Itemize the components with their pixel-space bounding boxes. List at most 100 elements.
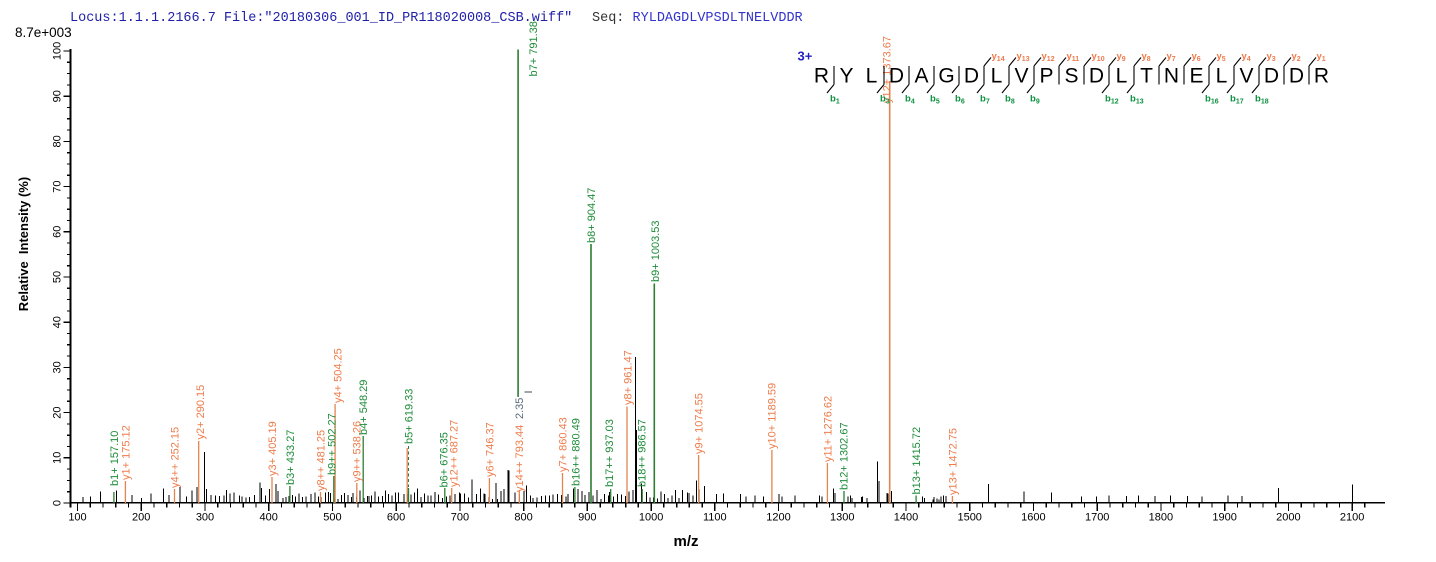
svg-text:V: V bbox=[1239, 65, 1253, 88]
svg-text:y4+ 504.25: y4+ 504.25 bbox=[332, 348, 344, 403]
svg-text:y8++ 481.25: y8++ 481.25 bbox=[315, 430, 327, 491]
svg-text:40: 40 bbox=[52, 316, 64, 328]
svg-text:G: G bbox=[938, 65, 954, 88]
svg-text:30: 30 bbox=[52, 361, 64, 373]
svg-text:b9+ 1003.53: b9+ 1003.53 bbox=[650, 221, 662, 282]
svg-text:y2: y2 bbox=[1292, 51, 1301, 63]
svg-text:Relative Intensity (%): Relative Intensity (%) bbox=[16, 177, 31, 311]
svg-text:L: L bbox=[1216, 65, 1228, 88]
svg-text:L: L bbox=[991, 65, 1003, 88]
svg-text:1400: 1400 bbox=[894, 512, 918, 524]
svg-text:b8+ 904.47: b8+ 904.47 bbox=[586, 188, 598, 243]
svg-text:3+: 3+ bbox=[798, 49, 813, 64]
svg-text:b16: b16 bbox=[1205, 94, 1219, 106]
svg-text:y3: y3 bbox=[1267, 51, 1276, 63]
svg-text:8.7e+003: 8.7e+003 bbox=[15, 25, 72, 40]
svg-text:b1+ 157.10: b1+ 157.10 bbox=[109, 431, 121, 486]
svg-text:600: 600 bbox=[387, 512, 405, 524]
svg-text:2000: 2000 bbox=[1276, 512, 1300, 524]
svg-text:400: 400 bbox=[260, 512, 278, 524]
svg-text:b5+ 619.33: b5+ 619.33 bbox=[404, 389, 416, 444]
svg-text:Seq: RYLDAGDLVPSDLTNELVDDR: Seq: RYLDAGDLVPSDLTNELVDDR bbox=[592, 11, 803, 26]
svg-text:b13+ 1415.72: b13+ 1415.72 bbox=[911, 427, 923, 495]
svg-text:100: 100 bbox=[52, 42, 64, 60]
svg-text:y12+ 1373.67: y12+ 1373.67 bbox=[881, 36, 893, 103]
svg-text:b17++ 937.03: b17++ 937.03 bbox=[604, 419, 616, 487]
svg-text:y14++ 793.44: y14++ 793.44 bbox=[514, 425, 526, 492]
svg-text:y8+ 961.47: y8+ 961.47 bbox=[623, 350, 635, 405]
svg-text:T: T bbox=[1140, 65, 1153, 88]
svg-text:D: D bbox=[964, 65, 979, 88]
svg-text:y5: y5 bbox=[1217, 51, 1226, 63]
svg-text:100: 100 bbox=[68, 512, 86, 524]
svg-text:y4: y4 bbox=[1242, 51, 1251, 63]
svg-text:b7: b7 bbox=[980, 94, 990, 106]
svg-text:Y: Y bbox=[839, 65, 853, 88]
svg-text:900: 900 bbox=[578, 512, 596, 524]
svg-text:b3+ 433.27: b3+ 433.27 bbox=[285, 430, 297, 485]
svg-text:L: L bbox=[1116, 65, 1128, 88]
svg-text:1500: 1500 bbox=[957, 512, 981, 524]
svg-text:1800: 1800 bbox=[1149, 512, 1173, 524]
svg-text:70: 70 bbox=[52, 180, 64, 192]
svg-text:y12: y12 bbox=[1042, 51, 1055, 63]
svg-text:1000: 1000 bbox=[639, 512, 663, 524]
svg-text:b5: b5 bbox=[930, 94, 940, 106]
svg-text:y7+ 860.43: y7+ 860.43 bbox=[557, 417, 569, 472]
svg-text:1100: 1100 bbox=[703, 512, 727, 524]
svg-text:b9: b9 bbox=[1030, 94, 1040, 106]
svg-text:S: S bbox=[1064, 65, 1078, 88]
svg-text:Locus:1.1.1.2166.7 File:"20180: Locus:1.1.1.2166.7 File:"20180306_001_ID… bbox=[70, 11, 572, 26]
svg-text:b9++ 502.27: b9++ 502.27 bbox=[326, 413, 338, 475]
svg-text:y1+ 175.12: y1+ 175.12 bbox=[120, 425, 132, 480]
svg-text:90: 90 bbox=[52, 90, 64, 102]
svg-text:y10: y10 bbox=[1092, 51, 1105, 63]
svg-text:D: D bbox=[889, 65, 904, 88]
svg-text:b16++ 880.49: b16++ 880.49 bbox=[570, 418, 582, 486]
svg-text:b3: b3 bbox=[880, 94, 890, 106]
svg-text:y13: y13 bbox=[1017, 51, 1030, 63]
svg-text:0: 0 bbox=[52, 500, 64, 506]
svg-text:D: D bbox=[1264, 65, 1279, 88]
svg-text:700: 700 bbox=[451, 512, 469, 524]
svg-text:y2+ 290.15: y2+ 290.15 bbox=[195, 385, 207, 440]
svg-text:b12: b12 bbox=[1105, 94, 1119, 106]
svg-text:L: L bbox=[866, 65, 878, 88]
svg-text:m/z: m/z bbox=[673, 533, 698, 550]
svg-text:y13+ 1472.75: y13+ 1472.75 bbox=[947, 428, 959, 495]
svg-text:y10+ 1189.59: y10+ 1189.59 bbox=[766, 383, 778, 449]
svg-text:y11+ 1276.62: y11+ 1276.62 bbox=[822, 396, 834, 462]
svg-text:b12+ 1302.67: b12+ 1302.67 bbox=[839, 422, 851, 490]
svg-text:y7: y7 bbox=[1167, 51, 1176, 63]
svg-text:b1: b1 bbox=[830, 94, 840, 106]
svg-text:y9: y9 bbox=[1117, 51, 1126, 63]
svg-text:1600: 1600 bbox=[1021, 512, 1045, 524]
svg-text:N: N bbox=[1164, 65, 1179, 88]
svg-text:b8: b8 bbox=[1005, 94, 1015, 106]
svg-text:10: 10 bbox=[52, 452, 64, 464]
svg-text:800: 800 bbox=[514, 512, 532, 524]
svg-text:V: V bbox=[1014, 65, 1028, 88]
svg-text:b13: b13 bbox=[1130, 94, 1144, 106]
svg-text:y8: y8 bbox=[1142, 51, 1151, 63]
svg-text:D: D bbox=[1089, 65, 1104, 88]
svg-text:1700: 1700 bbox=[1085, 512, 1109, 524]
svg-text:y3+ 405.19: y3+ 405.19 bbox=[267, 421, 279, 476]
svg-text:y6+ 746.37: y6+ 746.37 bbox=[484, 422, 496, 477]
svg-text:2100: 2100 bbox=[1340, 512, 1364, 524]
svg-text:b18++ 986.57: b18++ 986.57 bbox=[636, 419, 648, 487]
svg-text:20: 20 bbox=[52, 406, 64, 418]
svg-text:y6: y6 bbox=[1192, 51, 1201, 63]
svg-text:b18: b18 bbox=[1255, 94, 1269, 106]
svg-text:b4+ 548.29: b4+ 548.29 bbox=[358, 380, 370, 435]
svg-text:2.35: 2.35 bbox=[514, 398, 526, 419]
svg-text:60: 60 bbox=[52, 226, 64, 238]
svg-text:y1: y1 bbox=[1317, 51, 1326, 63]
svg-text:R: R bbox=[814, 65, 829, 88]
svg-text:500: 500 bbox=[323, 512, 341, 524]
svg-text:b6+ 676.35: b6+ 676.35 bbox=[438, 432, 450, 487]
svg-text:R: R bbox=[1314, 65, 1329, 88]
svg-text:1200: 1200 bbox=[766, 512, 790, 524]
svg-text:y4++ 252.15: y4++ 252.15 bbox=[169, 427, 181, 488]
svg-text:y9++ 538.26: y9++ 538.26 bbox=[352, 421, 364, 482]
